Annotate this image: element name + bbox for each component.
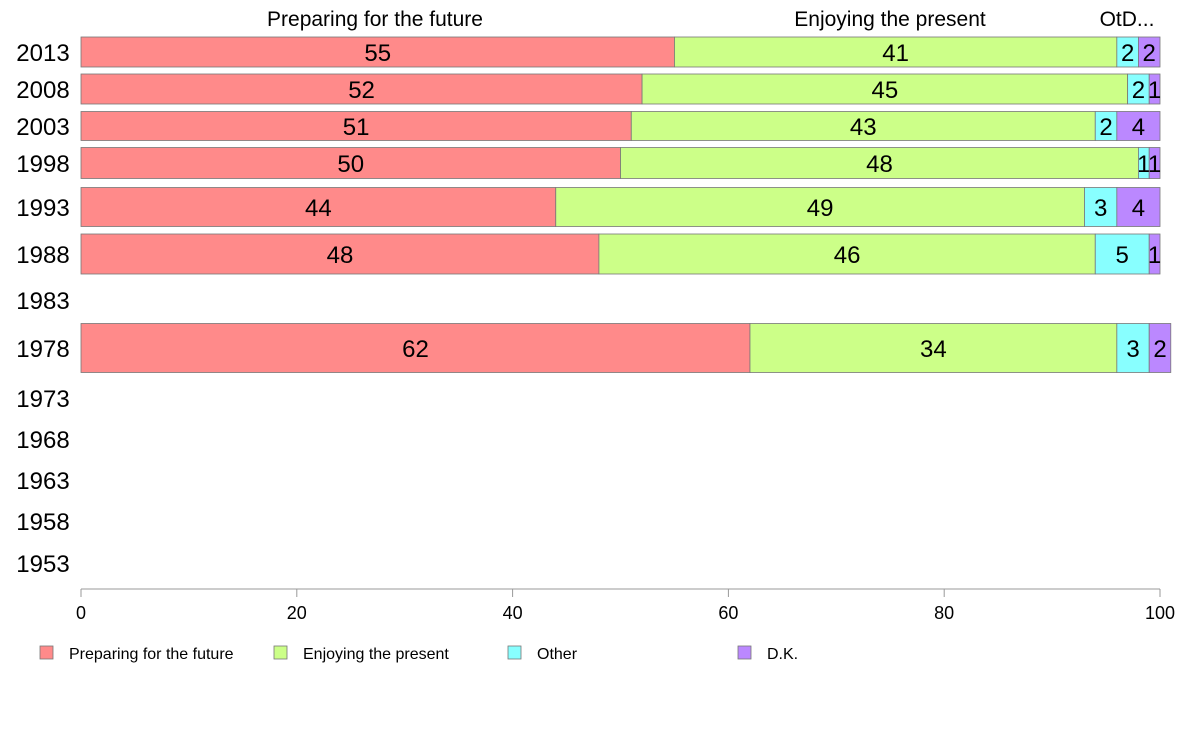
x-tick-label-60: 60 (718, 603, 738, 623)
bar-1988-series-3 (1148, 233, 1161, 275)
category-label-1988: 1988 (16, 242, 69, 269)
category-label-1958: 1958 (16, 509, 69, 536)
bar-1993-series-2 (1084, 187, 1118, 227)
data-label-1978-series-0: 62 (402, 336, 429, 363)
bar-1978-series-2 (1116, 323, 1150, 373)
category-label-2008: 2008 (16, 77, 69, 104)
bar-1993-series-3 (1116, 187, 1161, 227)
bar-1988-series-2 (1094, 233, 1150, 275)
data-label-1988-series-3: 1 (1148, 242, 1161, 269)
bar-1978-series-0 (80, 323, 751, 373)
x-axis: 0 20 40 60 80 100 (76, 588, 1175, 623)
bar-2008-series-1 (641, 73, 1129, 105)
data-label-1988-series-2: 5 (1116, 242, 1129, 269)
legend-label-1: Enjoying the present (303, 646, 449, 663)
category-label-2013: 2013 (16, 40, 69, 67)
data-label-1998-series-1: 48 (866, 151, 893, 178)
category-label-1968: 1968 (16, 427, 69, 454)
bar-1978-series-1 (749, 323, 1118, 373)
bar-1998-series-3 (1148, 147, 1161, 179)
data-label-2013-series-3: 2 (1143, 40, 1156, 67)
data-label-1988-series-1: 46 (834, 242, 861, 269)
category-label-1953: 1953 (16, 551, 69, 578)
series-header-2: OtD... (1100, 8, 1155, 31)
data-label-1978-series-2: 3 (1126, 336, 1139, 363)
data-label-1993-series-3: 4 (1132, 195, 1145, 222)
data-label-1978-series-1: 34 (920, 336, 947, 363)
bar-1998-series-0 (80, 147, 621, 179)
series-headers: Preparing for the future Enjoying the pre… (267, 8, 1154, 31)
data-label-2003-series-0: 51 (343, 114, 370, 141)
bar-1993-series-0 (80, 187, 557, 227)
category-label-1998: 1998 (16, 151, 69, 178)
data-label-1988-series-0: 48 (327, 242, 354, 269)
data-label-2013-series-0: 55 (364, 40, 391, 67)
data-label-1998-series-2: 1 (1137, 151, 1150, 178)
category-labels: 2013 2008 2003 1998 1993 1988 1983 1978 1973 1968… (16, 40, 69, 578)
data-label-1993-series-0: 44 (305, 195, 332, 222)
data-label-2013-series-1: 41 (882, 40, 909, 67)
bar-2008-series-3 (1148, 73, 1161, 105)
category-label-1983: 1983 (16, 288, 69, 315)
data-label-1993-series-1: 49 (807, 195, 834, 222)
category-label-2003: 2003 (16, 114, 69, 141)
bar-1988-series-1 (598, 233, 1096, 275)
legend-swatch-3 (737, 645, 752, 660)
category-label-1973: 1973 (16, 386, 69, 413)
legend-label-3: D.K. (767, 646, 798, 663)
category-label-1978: 1978 (16, 336, 69, 363)
bar-1978-series-3 (1148, 323, 1172, 373)
bar-2013-series-0 (80, 36, 675, 68)
data-label-1998-series-0: 50 (337, 151, 364, 178)
data-label-2008-series-2: 2 (1132, 77, 1145, 104)
data-label-2008-series-3: 1 (1148, 77, 1161, 104)
legend: Preparing for the future Enjoying the pre… (39, 645, 798, 663)
legend-label-2: Other (537, 646, 578, 663)
bar-2003-series-1 (630, 111, 1096, 141)
legend-swatch-1 (273, 645, 288, 660)
data-label-2008-series-1: 45 (872, 77, 899, 104)
data-label-2013-series-2: 2 (1121, 40, 1134, 67)
legend-label-0: Preparing for the future (69, 646, 234, 663)
bar-2013-series-1 (674, 36, 1118, 68)
x-tick-label-80: 80 (934, 603, 954, 623)
data-label-2003-series-1: 43 (850, 114, 877, 141)
legend-swatch-2 (507, 645, 522, 660)
data-label-2003-series-2: 2 (1099, 114, 1112, 141)
data-label-2008-series-0: 52 (348, 77, 375, 104)
bar-2003-series-3 (1116, 111, 1161, 141)
data-label-1978-series-3: 2 (1153, 336, 1166, 363)
bar-1998-series-1 (620, 147, 1139, 179)
bar-2013-series-3 (1138, 36, 1161, 68)
data-label-1998-series-3: 1 (1148, 151, 1161, 178)
category-label-1993: 1993 (16, 195, 69, 222)
data-label-2003-series-3: 4 (1132, 114, 1145, 141)
legend-swatch-0 (39, 645, 54, 660)
bar-2003-series-0 (80, 111, 632, 141)
x-tick-label-20: 20 (287, 603, 307, 623)
x-tick-label-40: 40 (503, 603, 523, 623)
bar-1988-series-0 (80, 233, 600, 275)
series-header-1: Enjoying the present (794, 8, 986, 31)
x-tick-label-100: 100 (1145, 603, 1175, 623)
series-header-0: Preparing for the future (267, 8, 483, 31)
x-tick-label-0: 0 (76, 603, 86, 623)
data-label-1993-series-2: 3 (1094, 195, 1107, 222)
category-label-1963: 1963 (16, 468, 69, 495)
bar-1993-series-1 (555, 187, 1085, 227)
